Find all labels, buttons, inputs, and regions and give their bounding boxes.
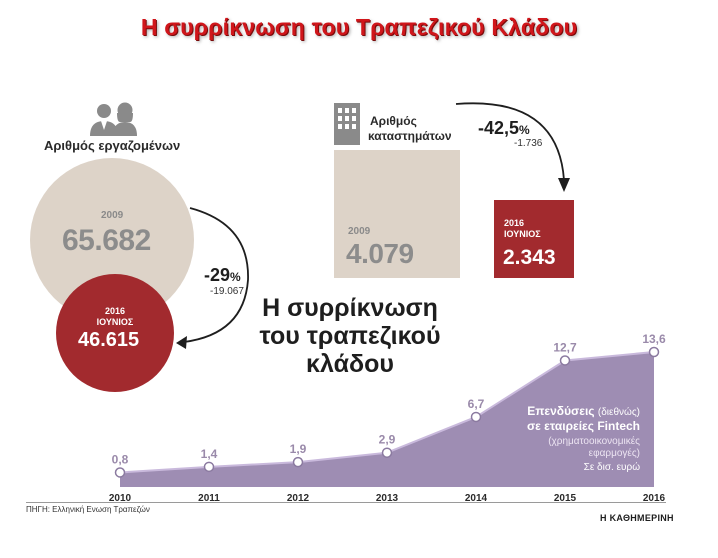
- people-icon: [84, 100, 144, 140]
- branches-bar-2016: [494, 200, 574, 278]
- branches-change-abs: -1.736: [514, 138, 543, 149]
- branches-2016-year: 2016: [504, 218, 525, 228]
- fintech-title-paren: (διεθνώς): [597, 407, 640, 418]
- data-point-2011: [203, 461, 215, 473]
- main-title-line3: κλάδου: [306, 350, 394, 378]
- employees-2016-month: ΙΟΥΝΙΟΣ: [96, 317, 134, 327]
- data-point-2013: [381, 447, 393, 458]
- branches-label-line1: Αριθμός: [370, 114, 417, 128]
- data-label-2016: 13,6: [642, 332, 666, 346]
- data-label-2011: 1,4: [201, 447, 218, 461]
- fintech-sub-line1: (χρηματοοικονομικές: [548, 436, 640, 447]
- fintech-title: Επενδύσεις (διεθνώς): [480, 404, 640, 420]
- x-tick-2012: 2012: [287, 493, 310, 504]
- x-tick-2013: 2013: [376, 493, 399, 504]
- data-label-2013: 2,9: [379, 433, 396, 447]
- employees-change-abs: -19.067: [210, 286, 244, 297]
- branches-label-line2: καταστημάτων: [368, 129, 452, 143]
- data-point-2010: [114, 467, 126, 478]
- fintech-title-line2: σε εταιρείες Fintech: [526, 419, 640, 433]
- employees-2016-value: 46.615: [78, 329, 140, 351]
- x-tick-2011: 2011: [198, 493, 220, 504]
- branches-change-pct-value: -42,5: [478, 118, 520, 138]
- fintech-area: [120, 352, 654, 487]
- employees-change-arrow: [170, 204, 270, 354]
- banner-title: Η συρρίκνωση του Τραπεζικού Κλάδου: [140, 14, 578, 40]
- branches-2009-value: 4.079: [346, 238, 414, 269]
- branches-2009-year: 2009: [348, 226, 371, 237]
- data-label-2010: 0,8: [112, 452, 129, 466]
- data-point-2016: [648, 346, 660, 358]
- branches-change-pct: -42,5%: [478, 118, 530, 139]
- x-tick-2015: 2015: [554, 493, 577, 504]
- branches-2016-month: ΙΟΥΝΙΟΣ: [504, 229, 541, 239]
- employees-2009-year: 2009: [101, 210, 124, 221]
- fintech-sub-line2: εφαρμογές): [588, 448, 640, 459]
- main-title: Η συρρίκνωση του τραπεζικού κλάδου: [250, 294, 450, 378]
- employees-label: Αριθμός εργαζομένων: [44, 138, 181, 153]
- source-note: ΠΗΓΗ: Ελληνική Ενωση Τραπεζών: [26, 505, 150, 514]
- footer-rule: [26, 502, 666, 503]
- employees-change-pct: -29%: [204, 265, 241, 286]
- x-tick-2016: 2016: [643, 493, 666, 504]
- data-point-2015: [559, 355, 571, 366]
- data-label-2014: 6,7: [468, 397, 485, 411]
- employees-change-pct-value: -29: [204, 265, 231, 285]
- employees-change-pct-sign: %: [230, 270, 241, 284]
- x-tick-2014: 2014: [465, 493, 488, 504]
- branches-change-arrow: [448, 96, 578, 196]
- employees-2016-year: 2016: [104, 306, 126, 316]
- branches-bar-2009: [334, 150, 460, 278]
- data-label-2015: 12,7: [553, 340, 577, 354]
- employees-2009-value: 65.682: [62, 224, 151, 257]
- main-title-line1: Η συρρίκνωση: [262, 294, 438, 322]
- employees-2016-circle: [56, 274, 174, 392]
- publisher-logo: Η ΚΑΘΗΜΕΡΙΝΗ: [600, 513, 674, 523]
- fintech-unit: Σε δισ. ευρώ: [583, 462, 640, 473]
- branches-change-pct-sign: %: [519, 123, 530, 137]
- data-label-2012: 1,9: [290, 442, 307, 456]
- fintech-title-word: Επενδύσεις: [527, 404, 595, 418]
- data-point-2012: [292, 456, 304, 468]
- main-title-line2: του τραπεζικού: [259, 322, 441, 350]
- x-tick-2010: 2010: [109, 493, 132, 504]
- branches-2016-value: 2.343: [503, 246, 556, 269]
- data-point-2014: [470, 411, 482, 423]
- building-icon: [333, 102, 361, 146]
